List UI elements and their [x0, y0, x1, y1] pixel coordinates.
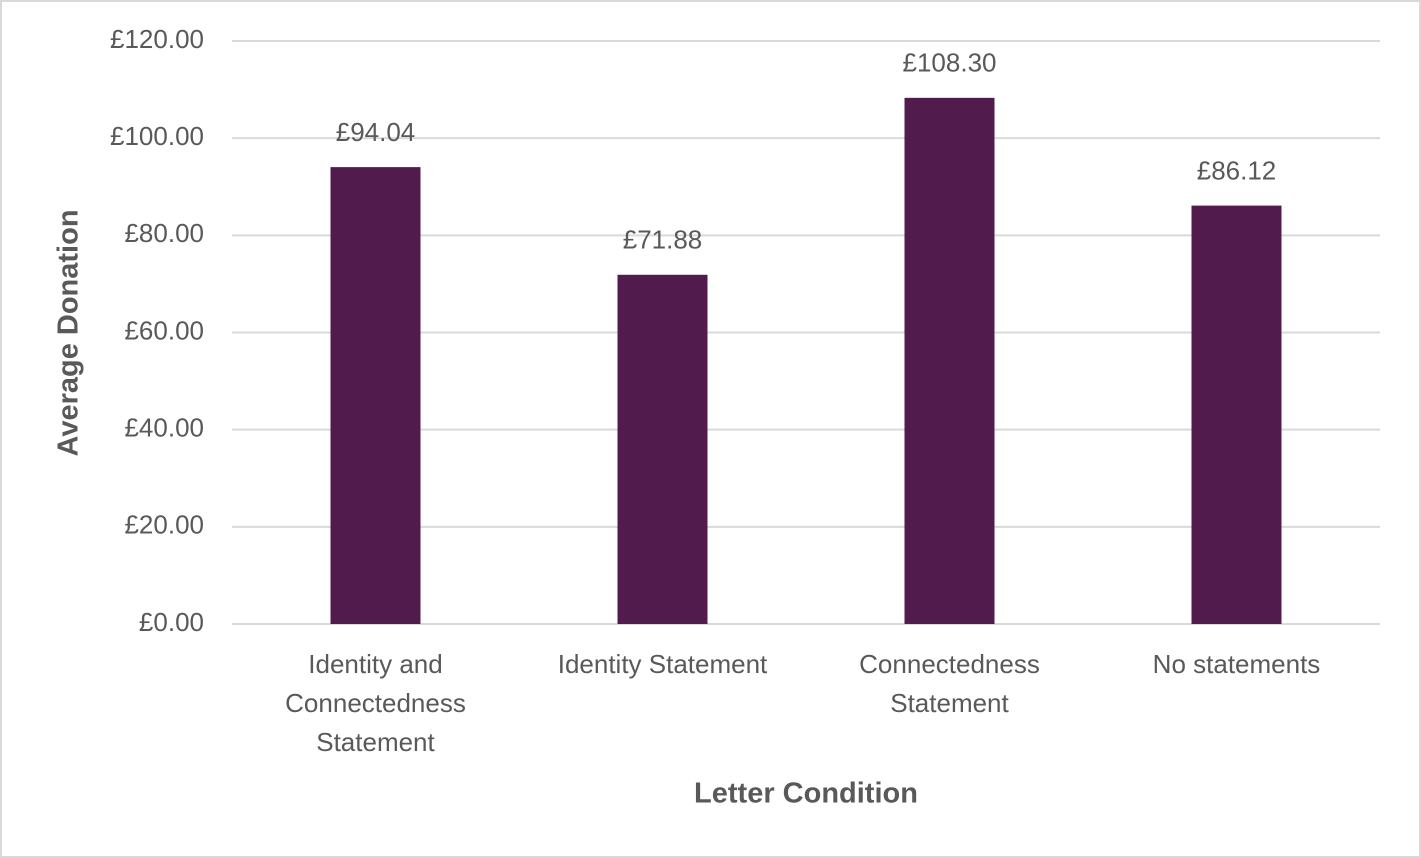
y-tick-label: £0.00 [139, 607, 204, 637]
data-label: £86.12 [1197, 155, 1277, 185]
y-tick-label: £20.00 [124, 510, 204, 540]
x-tick-label: Identity Statement [557, 649, 768, 679]
data-label: £71.88 [623, 225, 703, 255]
x-tick-label-box: No statements [1152, 649, 1321, 679]
y-tick-label: £120.00 [110, 24, 204, 54]
y-tick-label: £40.00 [124, 413, 204, 443]
x-tick-label-box: Identity and Connectedness Statement [285, 649, 466, 757]
bar [1191, 205, 1282, 624]
x-axis-title: Letter Condition [694, 778, 918, 810]
x-tick-label: Identity and Connectedness Statement [285, 649, 466, 757]
y-tick-label: £100.00 [110, 121, 204, 151]
data-label: £108.30 [903, 48, 997, 78]
x-tick-label: Connectedness Statement [859, 649, 1040, 718]
bar [617, 274, 708, 624]
bar [904, 97, 995, 624]
bar [330, 167, 421, 625]
y-tick-label: £60.00 [124, 315, 204, 345]
y-tick-label: £80.00 [124, 218, 204, 248]
x-tick-label-box: Identity Statement [557, 649, 768, 679]
data-label: £94.04 [336, 117, 416, 147]
x-tick-label-box: Connectedness Statement [859, 649, 1040, 718]
y-axis-title: Average Donation [53, 209, 85, 456]
x-tick-label: No statements [1152, 649, 1321, 679]
